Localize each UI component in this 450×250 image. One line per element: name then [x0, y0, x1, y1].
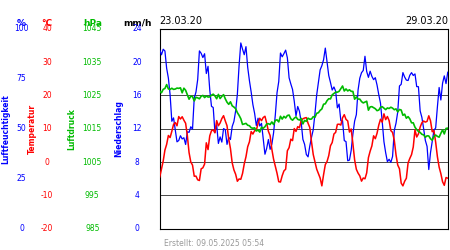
Text: 75: 75	[17, 74, 27, 83]
Text: %: %	[17, 18, 26, 28]
Text: °C: °C	[42, 18, 53, 28]
Text: 20: 20	[132, 58, 142, 66]
Text: -10: -10	[41, 191, 54, 200]
Text: 100: 100	[14, 24, 29, 33]
Text: 1035: 1035	[82, 58, 102, 66]
Text: mm/h: mm/h	[123, 18, 152, 28]
Text: 995: 995	[85, 191, 99, 200]
Text: 29.03.20: 29.03.20	[405, 16, 448, 26]
Text: 12: 12	[132, 124, 142, 133]
Text: hPa: hPa	[83, 18, 102, 28]
Text: 40: 40	[42, 24, 52, 33]
Text: 10: 10	[42, 124, 52, 133]
Text: Luftfeuchtigkeit: Luftfeuchtigkeit	[1, 94, 10, 164]
Text: 16: 16	[132, 91, 142, 100]
Text: Erstellt: 09.05.2025 05:54: Erstellt: 09.05.2025 05:54	[164, 238, 265, 248]
Text: Niederschlag: Niederschlag	[115, 100, 124, 157]
Text: 25: 25	[17, 174, 27, 183]
Text: Luftdruck: Luftdruck	[68, 108, 76, 150]
Text: 8: 8	[135, 158, 140, 166]
Text: 1025: 1025	[83, 91, 102, 100]
Text: 1045: 1045	[82, 24, 102, 33]
Text: 20: 20	[42, 91, 52, 100]
Text: 24: 24	[132, 24, 142, 33]
Text: 4: 4	[135, 191, 140, 200]
Text: 0: 0	[45, 158, 50, 166]
Text: -20: -20	[41, 224, 54, 233]
Text: 985: 985	[85, 224, 99, 233]
Text: 0: 0	[135, 224, 140, 233]
Text: Temperatur: Temperatur	[28, 104, 37, 154]
Text: 1005: 1005	[82, 158, 102, 166]
Text: 50: 50	[17, 124, 27, 133]
Text: 0: 0	[19, 224, 24, 233]
Text: 1015: 1015	[83, 124, 102, 133]
Text: 23.03.20: 23.03.20	[160, 16, 203, 26]
Text: 30: 30	[42, 58, 52, 66]
